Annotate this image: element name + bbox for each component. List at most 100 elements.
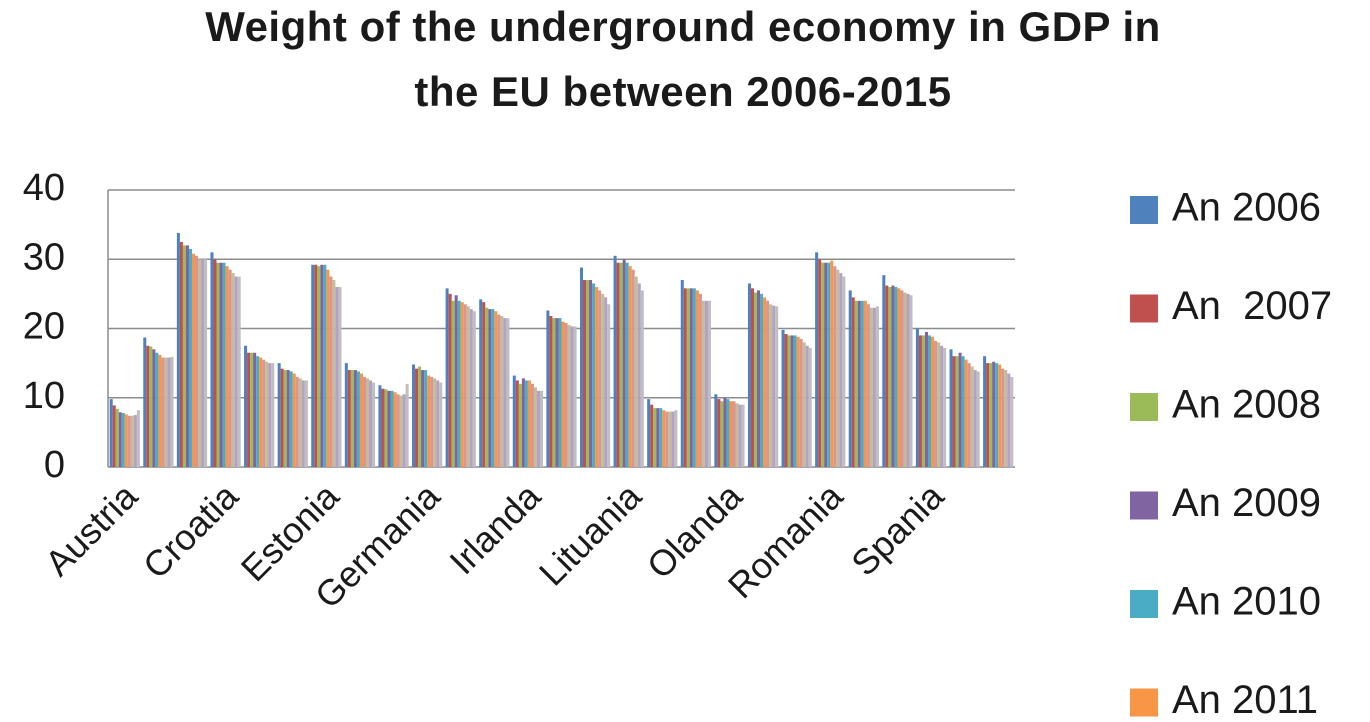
- bar: [451, 300, 455, 467]
- bar: [723, 397, 727, 467]
- bar: [485, 307, 489, 467]
- legend-label: An 2009: [1172, 481, 1321, 525]
- x-tick-label: Croatia: [135, 475, 247, 587]
- bar: [231, 273, 235, 467]
- bar: [558, 318, 562, 467]
- bar: [488, 309, 492, 467]
- bar: [692, 288, 696, 467]
- bar: [335, 286, 339, 467]
- bar: [491, 309, 495, 467]
- bar: [521, 378, 525, 467]
- bar: [237, 276, 241, 467]
- bar: [250, 352, 254, 467]
- bar: [188, 248, 192, 467]
- bar: [866, 304, 870, 467]
- bar: [967, 363, 971, 467]
- bar: [924, 331, 928, 467]
- bar: [747, 283, 751, 467]
- bar: [536, 390, 541, 467]
- bar: [393, 392, 397, 467]
- bar: [479, 299, 483, 467]
- bar: [216, 262, 220, 467]
- bar: [851, 297, 855, 467]
- bar: [595, 286, 599, 467]
- legend-label: An 2010: [1172, 580, 1321, 624]
- bar: [830, 260, 834, 467]
- bar: [760, 293, 764, 467]
- y-tick-label: 0: [44, 444, 65, 486]
- bar: [402, 394, 406, 467]
- bar: [698, 293, 702, 467]
- bar: [582, 280, 587, 467]
- bar: [598, 290, 602, 467]
- bar: [448, 293, 452, 467]
- bar: [775, 306, 779, 467]
- bar: [986, 363, 990, 467]
- bar: [323, 264, 327, 467]
- bar: [650, 404, 654, 467]
- bar: [332, 280, 336, 467]
- chart-title: the EU between 2006-2015: [414, 68, 951, 115]
- bar: [662, 410, 666, 467]
- bar: [784, 334, 788, 467]
- bar: [472, 311, 476, 467]
- bar: [506, 318, 510, 467]
- bar: [815, 252, 819, 467]
- bar: [234, 276, 238, 467]
- bar: [781, 329, 785, 467]
- bar: [973, 370, 977, 467]
- bar: [750, 288, 754, 467]
- bar: [329, 276, 333, 467]
- legend-swatch: [1130, 196, 1158, 224]
- bar: [326, 269, 330, 467]
- bar: [604, 297, 608, 467]
- bar: [1007, 373, 1011, 467]
- bar: [311, 264, 315, 467]
- bar: [674, 410, 678, 467]
- bar: [799, 338, 803, 467]
- bar: [900, 290, 904, 467]
- bar: [424, 370, 428, 467]
- bar: [653, 408, 657, 467]
- legend-label: An 2006: [1172, 186, 1321, 230]
- bar: [143, 337, 147, 467]
- bar: [704, 300, 708, 467]
- bar: [836, 269, 840, 467]
- bar: [717, 399, 721, 467]
- bar: [405, 383, 409, 467]
- bar: [121, 412, 125, 467]
- bar: [347, 370, 351, 467]
- bar: [927, 335, 932, 467]
- bar: [689, 288, 693, 467]
- bar: [256, 356, 260, 467]
- bar: [350, 370, 354, 467]
- bar: [952, 356, 956, 467]
- bar: [133, 415, 137, 467]
- bar: [185, 245, 189, 467]
- bar: [970, 366, 974, 467]
- bar: [271, 363, 275, 467]
- bar: [439, 382, 443, 467]
- bar: [842, 276, 846, 467]
- bar: [634, 276, 638, 467]
- bar: [741, 404, 745, 467]
- bar: [805, 345, 809, 467]
- bar: [298, 378, 302, 467]
- bar: [378, 385, 382, 467]
- bar: [995, 363, 999, 467]
- bar: [201, 259, 205, 467]
- bar: [433, 378, 437, 467]
- bar: [729, 401, 733, 467]
- bar: [766, 300, 770, 467]
- bar: [854, 300, 858, 467]
- bar: [466, 306, 470, 467]
- bar: [213, 259, 217, 467]
- bar: [891, 285, 895, 467]
- bar: [219, 262, 223, 467]
- bar: [454, 295, 458, 467]
- bar: [964, 359, 968, 467]
- bar: [983, 356, 987, 467]
- bar: [262, 359, 266, 467]
- bar: [668, 411, 672, 467]
- bar: [552, 318, 556, 467]
